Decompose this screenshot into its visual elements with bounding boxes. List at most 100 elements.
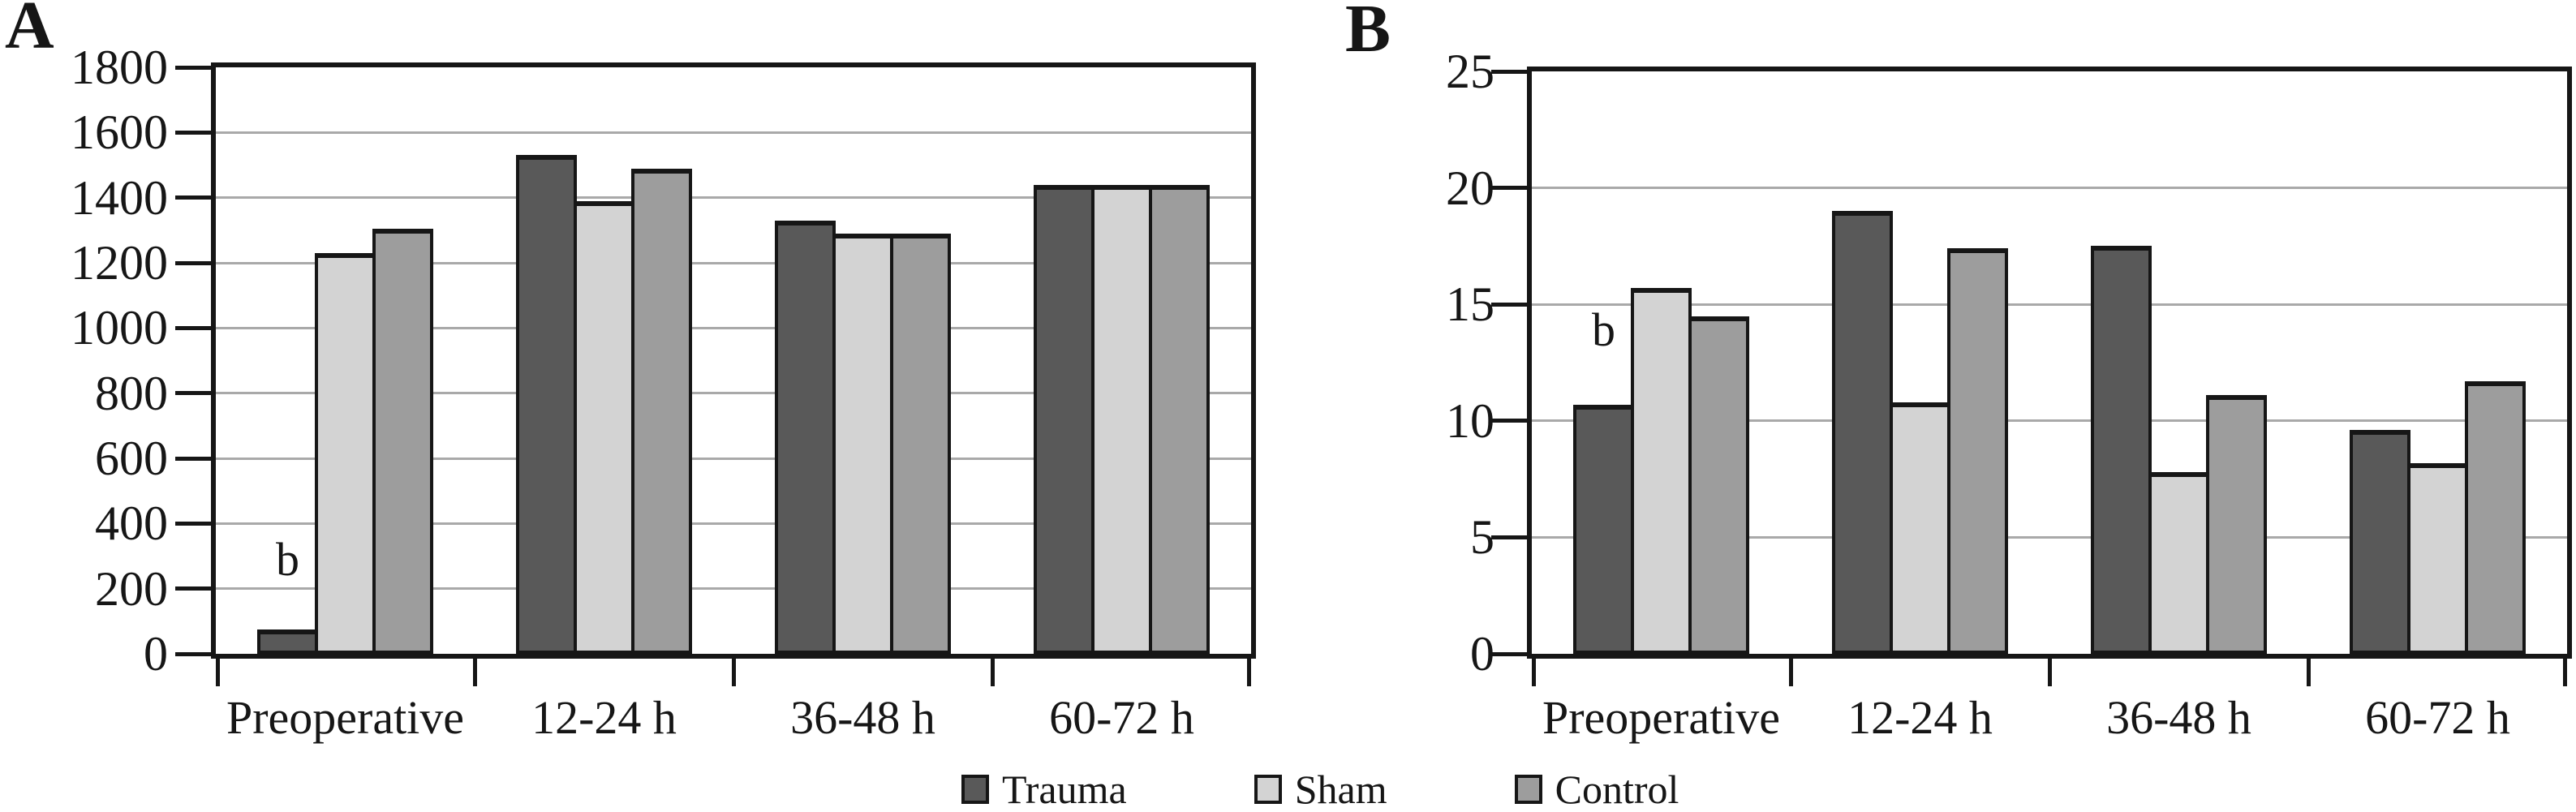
y-tick-label-1400: 1400: [71, 170, 168, 225]
legend-label-sham: Sham: [1294, 767, 1387, 812]
y-tick-label-0: 0: [144, 627, 168, 681]
gridline-5: [1532, 535, 2567, 539]
panel-label-a: A: [5, 0, 54, 63]
panel-label-b: B: [1345, 0, 1391, 67]
x-tick-3: [990, 654, 995, 686]
bar-trauma-4: [1034, 184, 1094, 654]
x-label-3: 36-48 h: [790, 691, 935, 744]
x-tick-0: [1532, 654, 1536, 686]
x-tick-2: [2047, 654, 2052, 686]
bar-control-4: [1149, 184, 1210, 654]
bar-control-3: [890, 233, 951, 654]
sham-swatch: [1254, 775, 1282, 804]
bar-sham-1: [315, 252, 376, 654]
x-tick-1: [472, 654, 477, 686]
x-label-3: 36-48 h: [2106, 691, 2251, 744]
y-tick-25: [1491, 69, 1527, 74]
legend-item-control: Control: [1514, 767, 1679, 812]
bar-control-2: [631, 168, 692, 654]
y-tick-label-5: 5: [1470, 510, 1494, 565]
bar-sham-2: [1890, 402, 1950, 654]
y-tick-600: [175, 456, 211, 461]
plot-area-a: 0 200 400 600 800 1000 1200 1400 1600 1800 Preoper…: [71, 43, 1256, 743]
gridline-20: [1532, 187, 2567, 190]
y-tick-label-25: 25: [1446, 45, 1494, 98]
x-label-2: 12-24 h: [531, 691, 677, 744]
y-tick-label-0: 0: [1470, 627, 1494, 681]
plot-area-b: 0 5 10 15 20 25 Preoperative 12-24 h 36-48 h 60-7…: [1446, 47, 2572, 743]
y-tick-5: [1491, 535, 1527, 539]
legend-item-trauma: Trauma: [961, 769, 1127, 810]
x-tick-4: [1247, 654, 1251, 686]
gridline-10: [1532, 419, 2567, 423]
x-label-1: Preoperative: [1542, 691, 1781, 744]
x-label-4: 60-72 h: [1049, 691, 1194, 744]
bar-sham-2: [574, 200, 634, 654]
y-tick-1600: [175, 130, 211, 135]
y-tick-label-1200: 1200: [71, 236, 168, 290]
y-tick-1200: [175, 260, 211, 265]
bar-trauma-3: [775, 220, 836, 654]
trauma-swatch: [961, 775, 989, 804]
control-swatch: [1514, 775, 1542, 804]
legend-label-control: Control: [1555, 767, 1679, 812]
gridline-200: [216, 587, 1251, 591]
x-label-2: 12-24 h: [1847, 691, 1993, 744]
x-tick-4: [2563, 654, 2567, 686]
bar-control-4: [2465, 380, 2526, 654]
y-tick-15: [1491, 302, 1527, 307]
annotation-b: b: [1592, 303, 1615, 356]
gridline-600: [216, 457, 1251, 460]
gridline-400: [216, 522, 1251, 525]
bar-sham-3: [2148, 471, 2209, 654]
y-tick-1800: [175, 65, 211, 70]
y-tick-label-800: 800: [95, 366, 168, 420]
y-tick-10: [1491, 419, 1527, 423]
gridline-1400: [216, 196, 1251, 200]
y-tick-label-1000: 1000: [71, 301, 168, 355]
bar-sham-4: [2407, 462, 2468, 654]
gridline-1000: [216, 326, 1251, 329]
y-tick-0: [1491, 651, 1527, 656]
y-tick-20: [1491, 186, 1527, 191]
y-tick-label-20: 20: [1446, 161, 1494, 215]
gridline-1200: [216, 261, 1251, 264]
bar-sham-3: [832, 233, 893, 654]
y-tick-label-1600: 1600: [71, 105, 168, 160]
chart-legend: Trauma Sham Control: [961, 769, 1679, 810]
bar-trauma-1: [1573, 404, 1634, 654]
x-tick-0: [216, 654, 220, 686]
legend-item-sham: Sham: [1254, 769, 1387, 810]
y-tick-label-1800: 1800: [71, 41, 168, 94]
legend-label-trauma: Trauma: [1002, 767, 1127, 812]
y-tick-200: [175, 586, 211, 591]
y-tick-label-400: 400: [95, 496, 168, 551]
y-tick-1400: [175, 195, 211, 200]
y-tick-800: [175, 391, 211, 396]
bar-trauma-1: [257, 629, 318, 654]
bar-trauma-3: [2091, 246, 2152, 654]
bar-control-2: [1947, 248, 2008, 654]
y-tick-400: [175, 521, 211, 526]
y-tick-label-600: 600: [95, 432, 168, 485]
bar-trauma-4: [2350, 430, 2410, 654]
x-tick-1: [1788, 654, 1793, 686]
x-tick-3: [2306, 654, 2311, 686]
x-label-4: 60-72 h: [2365, 691, 2510, 744]
bar-control-1: [1688, 316, 1749, 654]
y-tick-1000: [175, 325, 211, 330]
bar-sham-4: [1091, 184, 1152, 654]
bar-trauma-2: [516, 155, 577, 654]
bar-control-3: [2206, 395, 2267, 654]
x-label-1: Preoperative: [226, 691, 465, 744]
y-tick-label-15: 15: [1446, 277, 1494, 332]
bar-trauma-2: [1832, 211, 1893, 654]
bar-control-1: [372, 228, 433, 654]
bar-sham-1: [1631, 288, 1692, 654]
gridline-800: [216, 392, 1251, 395]
gridline-1600: [216, 131, 1251, 134]
x-tick-2: [731, 654, 736, 686]
annotation-b: b: [276, 532, 299, 586]
gridline-15: [1532, 303, 2567, 306]
